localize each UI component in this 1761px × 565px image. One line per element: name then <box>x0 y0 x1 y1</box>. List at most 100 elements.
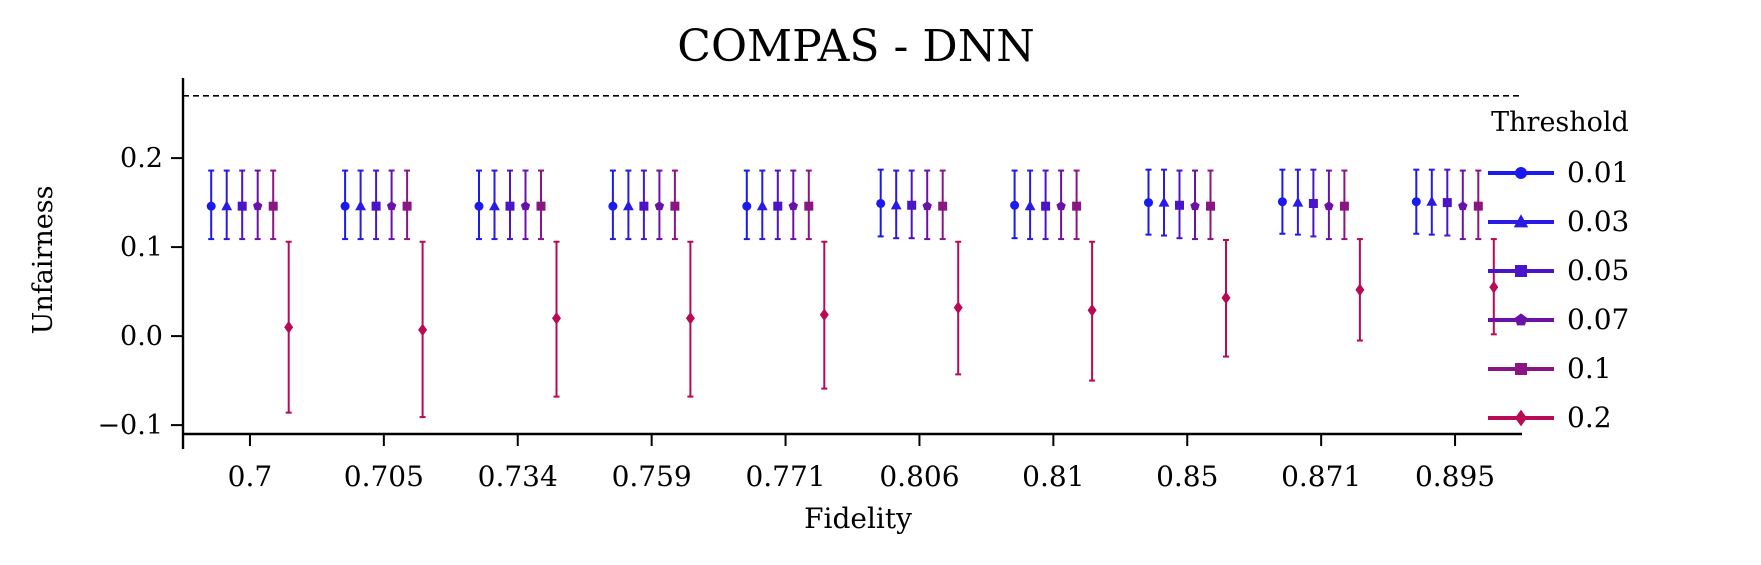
chart-title: COMPAS - DNN <box>677 21 1034 72</box>
plot-area <box>206 168 1499 419</box>
x-tick-label: 0.895 <box>1415 460 1495 493</box>
data-point <box>1175 200 1184 210</box>
data-point <box>623 200 634 211</box>
data-point <box>340 201 350 211</box>
data-point <box>284 320 294 334</box>
data-point <box>1144 198 1153 208</box>
data-point <box>938 201 948 211</box>
data-point <box>1041 201 1051 211</box>
data-point <box>418 323 428 337</box>
x-axis: 0.7 0.705 0.734 0.759 0.771 0.806 0.81 0.85 0.87… <box>181 432 1522 493</box>
legend: Threshold 0.01 0.03 0.05 0.07 0.1 0.2 <box>1488 107 1629 434</box>
data-point <box>1158 196 1170 207</box>
x-tick-label: 0.81 <box>1022 460 1084 493</box>
x-tick-label: 0.806 <box>879 460 959 493</box>
data-point <box>742 201 752 211</box>
x-tick-label: 0.7 <box>228 460 273 493</box>
data-point <box>953 301 963 314</box>
data-point <box>670 201 680 211</box>
data-point <box>890 199 902 210</box>
legend-label: 0.05 <box>1567 254 1629 287</box>
x-tick-label: 0.759 <box>612 460 692 493</box>
data-point <box>552 312 561 325</box>
legend-label: 0.1 <box>1567 352 1612 385</box>
data-point <box>355 200 366 211</box>
data-point <box>1221 291 1231 305</box>
legend-label: 0.07 <box>1567 303 1629 336</box>
data-point <box>371 201 381 211</box>
data-point <box>1277 197 1287 207</box>
data-point <box>1324 201 1334 211</box>
legend-marker <box>1513 214 1529 228</box>
data-point <box>1458 201 1468 211</box>
y-tick-label: 0.1 <box>120 232 163 263</box>
data-point <box>1489 280 1499 294</box>
data-point <box>608 201 618 211</box>
data-point <box>474 201 484 211</box>
y-axis-label: Unfairness <box>28 186 59 335</box>
data-point <box>252 201 263 211</box>
legend-marker <box>1515 167 1527 179</box>
legend-title: Threshold <box>1491 107 1629 138</box>
data-point <box>489 200 500 211</box>
legend-marker <box>1515 265 1527 277</box>
data-point <box>756 200 768 211</box>
x-tick-label: 0.871 <box>1281 460 1361 493</box>
data-point <box>685 312 695 325</box>
x-tick-label: 0.705 <box>344 460 424 493</box>
data-point <box>907 200 917 210</box>
data-point <box>268 201 278 211</box>
data-point <box>1292 196 1304 207</box>
data-point <box>1339 201 1349 211</box>
x-tick-label: 0.85 <box>1156 460 1218 493</box>
data-point <box>804 201 814 211</box>
series-0.05 <box>237 168 1452 241</box>
data-point <box>819 308 829 322</box>
legend-label: 0.2 <box>1567 401 1612 434</box>
data-point <box>536 201 546 211</box>
y-tick-label: −0.1 <box>97 410 163 441</box>
data-point <box>922 201 932 211</box>
series-0.03 <box>221 168 1438 241</box>
x-tick-label: 0.734 <box>478 460 558 493</box>
data-point <box>1024 200 1036 211</box>
legend-marker <box>1515 363 1527 375</box>
data-point <box>221 200 233 211</box>
legend-label: 0.03 <box>1567 205 1629 238</box>
data-point <box>237 201 247 211</box>
data-point <box>654 201 665 211</box>
series-0.2 <box>284 238 1499 419</box>
data-point <box>206 201 216 211</box>
series-0.01 <box>206 168 1421 241</box>
data-point <box>1087 303 1097 317</box>
data-point <box>639 201 649 211</box>
y-tick-label: 0.2 <box>120 143 163 174</box>
data-point <box>1010 200 1020 210</box>
data-point <box>1056 201 1066 211</box>
data-point <box>773 201 783 211</box>
data-point <box>876 198 886 208</box>
y-tick-label: 0.0 <box>120 321 163 352</box>
series-0.07 <box>252 169 1468 241</box>
data-point <box>1442 198 1452 208</box>
y-axis: −0.1 0.0 0.1 0.2 <box>97 78 185 441</box>
legend-label: 0.01 <box>1567 156 1629 189</box>
legend-marker <box>1514 313 1528 326</box>
x-tick-label: 0.771 <box>745 460 825 493</box>
data-point <box>402 201 412 211</box>
data-point <box>1072 201 1082 211</box>
data-point <box>1411 197 1421 207</box>
data-point <box>520 201 531 211</box>
data-point <box>1206 201 1215 211</box>
data-point <box>1473 201 1483 211</box>
series-0.1 <box>268 169 1483 241</box>
data-point <box>788 201 799 211</box>
x-axis-label: Fidelity <box>804 502 912 535</box>
data-point <box>386 201 397 211</box>
data-point <box>505 201 515 211</box>
legend-marker <box>1515 409 1527 427</box>
data-point <box>1355 283 1365 297</box>
data-point <box>1308 198 1318 208</box>
data-point <box>1190 201 1200 211</box>
